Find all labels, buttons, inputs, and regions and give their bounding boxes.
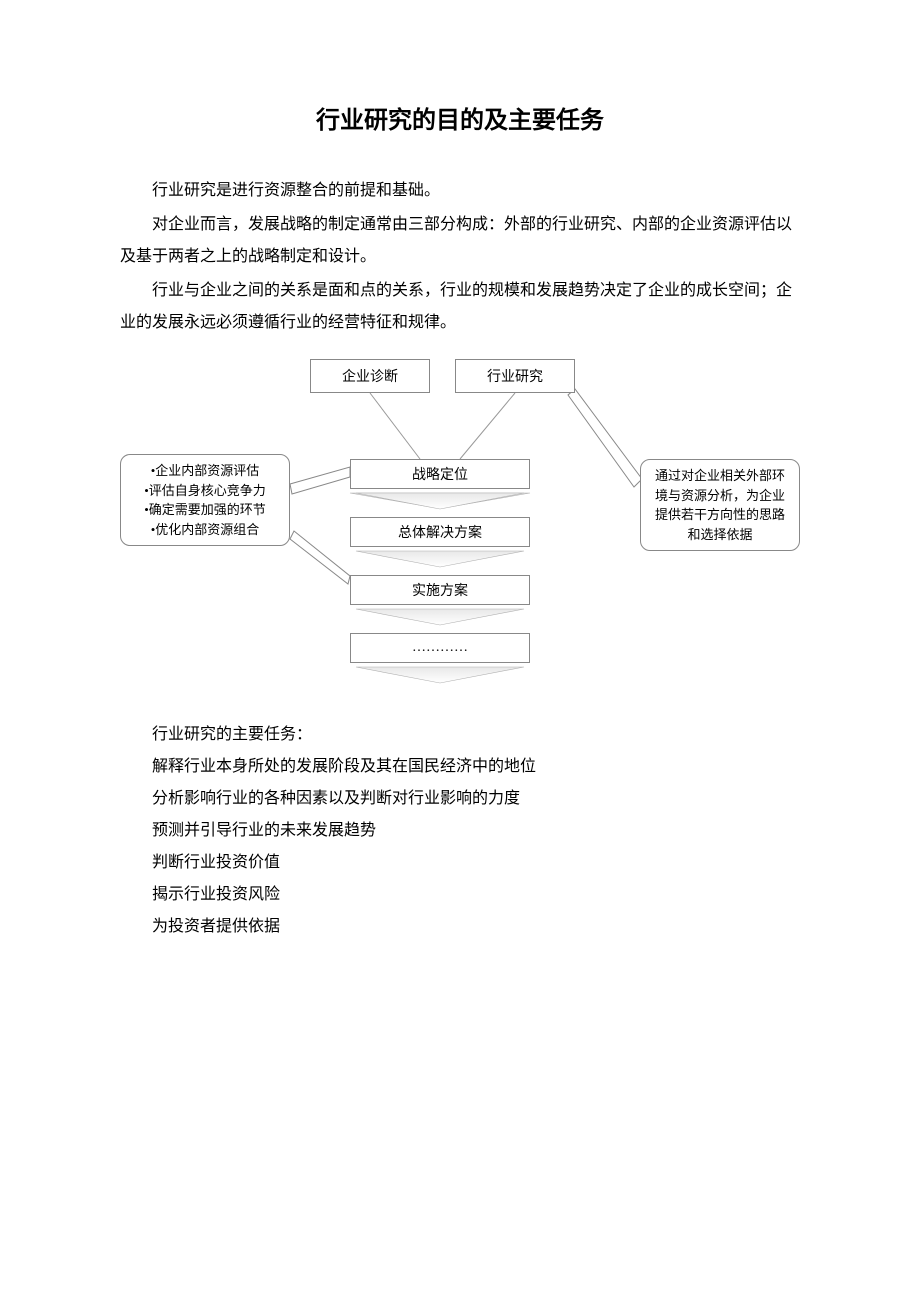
callout-line: •优化内部资源组合: [129, 520, 281, 540]
callout-line: •评估自身核心竞争力: [129, 481, 281, 501]
diagram-box-strategy-positioning: 战略定位: [350, 459, 530, 489]
diagram-box-enterprise-diagnosis: 企业诊断: [310, 359, 430, 393]
callout-line: •确定需要加强的环节: [129, 500, 281, 520]
task-item: 为投资者提供依据: [120, 911, 800, 943]
diagram-callout-right: 通过对企业相关外部环境与资源分析，为企业提供若干方向性的思路和选择依据: [640, 459, 800, 551]
diagram-box-industry-research: 行业研究: [455, 359, 575, 393]
tasks-header: 行业研究的主要任务：: [120, 719, 800, 751]
strategy-diagram: 企业诊断 行业研究 战略定位 总体解决方案 实施方案 ………… •企业内部资源评…: [120, 359, 800, 699]
diagram-callout-left: •企业内部资源评估 •评估自身核心竞争力 •确定需要加强的环节 •优化内部资源组…: [120, 454, 290, 546]
diagram-box-implementation: 实施方案: [350, 575, 530, 605]
diagram-box-ellipsis: …………: [350, 633, 530, 663]
task-item: 解释行业本身所处的发展阶段及其在国民经济中的地位: [120, 751, 800, 783]
body-paragraph: 行业研究是进行资源整合的前提和基础。: [120, 175, 800, 207]
task-item: 预测并引导行业的未来发展趋势: [120, 815, 800, 847]
body-paragraph: 行业与企业之间的关系是面和点的关系，行业的规模和发展趋势决定了企业的成长空间；企…: [120, 275, 800, 339]
task-item: 判断行业投资价值: [120, 847, 800, 879]
tasks-section: 行业研究的主要任务： 解释行业本身所处的发展阶段及其在国民经济中的地位 分析影响…: [120, 719, 800, 943]
callout-line: •企业内部资源评估: [129, 461, 281, 481]
body-paragraph: 对企业而言，发展战略的制定通常由三部分构成：外部的行业研究、内部的企业资源评估以…: [120, 209, 800, 273]
task-item: 揭示行业投资风险: [120, 879, 800, 911]
diagram-box-overall-solution: 总体解决方案: [350, 517, 530, 547]
page-title: 行业研究的目的及主要任务: [120, 100, 800, 135]
task-item: 分析影响行业的各种因素以及判断对行业影响的力度: [120, 783, 800, 815]
